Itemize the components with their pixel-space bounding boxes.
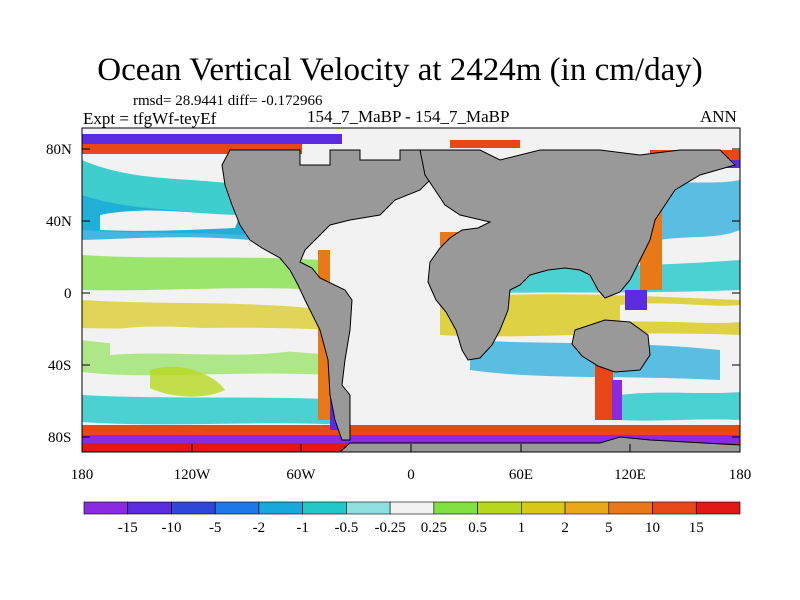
stats-text: rmsd= 28.9441 diff= -0.172966 — [133, 93, 323, 109]
colorbar-label: -0.5 — [335, 520, 359, 536]
colorbar-swatch — [83, 501, 129, 515]
colorbar-swatch — [608, 501, 653, 515]
americas-landmass — [221, 149, 431, 441]
colorbar-label: 5 — [605, 520, 613, 536]
colorbar-swatch — [389, 501, 435, 515]
x-tick-label: 120E — [614, 467, 646, 483]
colorbar-label: -5 — [209, 520, 222, 536]
colorbar-label: -2 — [253, 520, 266, 536]
y-tick-label: 40N — [46, 214, 72, 230]
y-tick-marks — [82, 148, 740, 438]
y-tick-label: 40S — [48, 358, 71, 374]
colorbar: -15 -10 -5 -2 -1 -0.5 -0.25 0.25 0.5 1 2 5 10 15 — [83, 501, 741, 536]
colorbar-swatch — [652, 501, 697, 515]
y-tick-label: 80S — [48, 430, 71, 446]
x-tick-label: 120W — [174, 467, 212, 483]
colorbar-swatch — [477, 501, 522, 515]
colorbar-label: 2 — [561, 520, 569, 536]
experiment-label: Expt = tfgWf-teyEf — [83, 109, 217, 128]
colorbar-label: -10 — [161, 520, 181, 536]
colorbar-label: 10 — [645, 520, 660, 536]
season-label: ANN — [700, 107, 737, 126]
colorbar-swatch — [258, 501, 303, 515]
colorbar-swatch — [127, 501, 172, 515]
colorbar-label: 0.5 — [468, 520, 487, 536]
x-tick-label: 180 — [71, 467, 94, 483]
x-tick-label: 60E — [509, 467, 533, 483]
afro-eurasia-landmass — [419, 149, 736, 361]
x-tick-label: 0 — [407, 467, 415, 483]
australia-landmass — [571, 319, 651, 373]
y-tick-label: 80N — [46, 142, 72, 158]
colorbar-swatch — [171, 501, 216, 515]
colorbar-swatch — [521, 501, 566, 515]
y-tick-label: 0 — [64, 286, 72, 302]
colorbar-swatch — [214, 501, 260, 515]
colorbar-swatch — [433, 501, 478, 515]
x-tick-marks — [81, 444, 741, 452]
plot-title: Ocean Vertical Velocity at 2424m (in cm/… — [97, 52, 703, 88]
colorbar-swatch — [564, 501, 610, 515]
colorbar-label: 0.25 — [421, 520, 447, 536]
colorbar-label: -0.25 — [375, 520, 406, 536]
colorbar-swatch — [346, 501, 391, 515]
colorbar-swatch — [302, 501, 347, 515]
colorbar-label: -15 — [118, 520, 138, 536]
colorbar-label: 1 — [518, 520, 526, 536]
colorbar-label: -1 — [296, 520, 309, 536]
colorbar-label: 15 — [689, 520, 704, 536]
cases-label: 154_7_MaBP - 154_7_MaBP — [307, 107, 510, 126]
x-tick-label: 60W — [286, 467, 316, 483]
colorbar-swatch — [695, 501, 741, 515]
x-tick-label: 180 — [729, 467, 752, 483]
